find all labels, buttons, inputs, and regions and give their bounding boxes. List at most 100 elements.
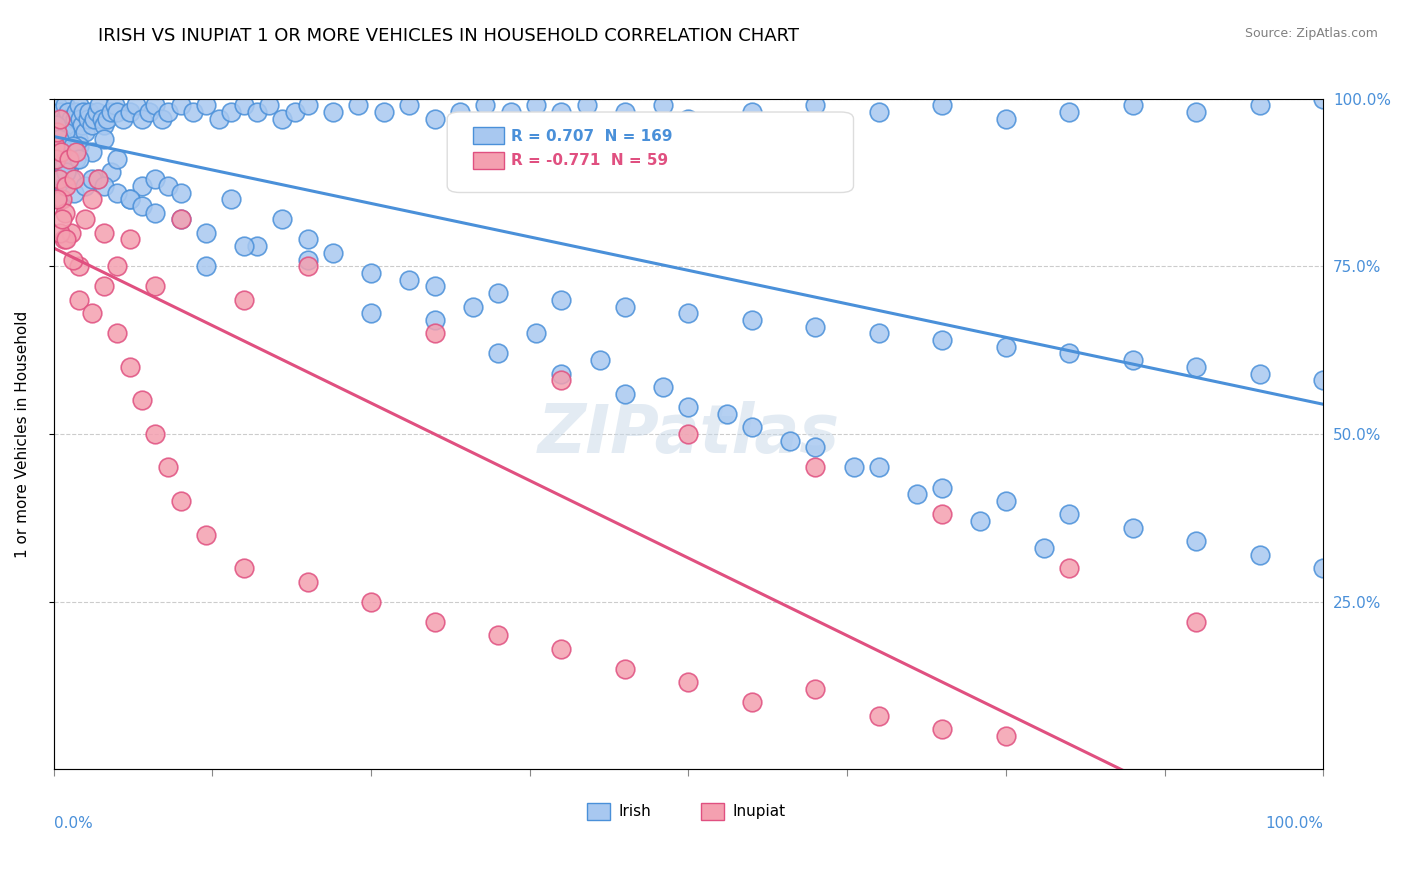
Point — [194, 226, 217, 240]
Point — [550, 367, 572, 381]
Point — [55, 178, 77, 193]
Point — [868, 326, 890, 341]
Point — [994, 340, 1017, 354]
Point — [65, 152, 87, 166]
Point — [52, 119, 75, 133]
Point — [46, 192, 69, 206]
Point — [55, 232, 77, 246]
Point — [931, 481, 953, 495]
Point — [474, 98, 496, 112]
Point — [48, 132, 70, 146]
Point — [45, 178, 67, 193]
Point — [80, 172, 103, 186]
Point — [194, 260, 217, 274]
Point — [613, 662, 636, 676]
Point — [52, 232, 75, 246]
Bar — [702, 803, 724, 820]
Point — [1185, 534, 1208, 549]
Point — [297, 98, 319, 112]
Point — [804, 98, 827, 112]
Text: Irish: Irish — [619, 804, 651, 819]
Point — [524, 326, 547, 341]
Point — [138, 105, 160, 120]
Text: 0.0%: 0.0% — [53, 816, 93, 831]
Point — [931, 98, 953, 112]
Text: ZIPatlas: ZIPatlas — [537, 401, 839, 467]
Point — [613, 300, 636, 314]
Point — [449, 105, 471, 120]
Point — [63, 172, 86, 186]
Point — [246, 105, 269, 120]
Point — [72, 105, 94, 120]
Point — [1312, 92, 1334, 106]
Point — [65, 105, 87, 120]
Point — [80, 192, 103, 206]
Bar — [472, 128, 505, 145]
Point — [347, 98, 370, 112]
Point — [1185, 359, 1208, 374]
Point — [284, 105, 307, 120]
Point — [60, 172, 83, 186]
Point — [868, 708, 890, 723]
Point — [678, 427, 700, 442]
Point — [208, 112, 231, 126]
Point — [131, 393, 153, 408]
Point — [1122, 521, 1144, 535]
Point — [51, 165, 73, 179]
Point — [70, 119, 93, 133]
Point — [741, 313, 763, 327]
Point — [105, 260, 128, 274]
Point — [550, 293, 572, 307]
Point — [46, 112, 69, 126]
Point — [93, 178, 115, 193]
Point — [75, 178, 97, 193]
Point — [49, 112, 72, 126]
Point — [156, 105, 179, 120]
Point — [905, 487, 928, 501]
Point — [423, 112, 446, 126]
Point — [67, 152, 90, 166]
Point — [51, 145, 73, 160]
Point — [716, 407, 738, 421]
Point — [52, 132, 75, 146]
Point — [931, 508, 953, 522]
Point — [75, 125, 97, 139]
Point — [67, 138, 90, 153]
Point — [118, 192, 141, 206]
Text: IRISH VS INUPIAT 1 OR MORE VEHICLES IN HOUSEHOLD CORRELATION CHART: IRISH VS INUPIAT 1 OR MORE VEHICLES IN H… — [98, 27, 800, 45]
Point — [486, 628, 509, 642]
Point — [49, 192, 72, 206]
Point — [613, 105, 636, 120]
Point — [67, 293, 90, 307]
Point — [51, 212, 73, 227]
Point — [322, 105, 344, 120]
Point — [322, 245, 344, 260]
Point — [461, 300, 484, 314]
Point — [60, 112, 83, 126]
Point — [67, 260, 90, 274]
Point — [86, 105, 108, 120]
Point — [246, 239, 269, 253]
Point — [779, 434, 801, 448]
Point — [423, 615, 446, 629]
Point — [994, 494, 1017, 508]
Point — [45, 119, 67, 133]
Point — [49, 226, 72, 240]
Point — [1249, 548, 1271, 562]
Point — [297, 232, 319, 246]
Point — [271, 112, 294, 126]
Point — [80, 119, 103, 133]
Text: 100.0%: 100.0% — [1265, 816, 1323, 831]
Point — [77, 112, 100, 126]
Point — [143, 427, 166, 442]
Point — [58, 119, 80, 133]
Point — [1185, 615, 1208, 629]
Point — [194, 98, 217, 112]
Point — [55, 165, 77, 179]
Text: R = 0.707  N = 169: R = 0.707 N = 169 — [510, 128, 672, 144]
Point — [46, 125, 69, 139]
Point — [143, 172, 166, 186]
Point — [131, 112, 153, 126]
Point — [100, 105, 122, 120]
Point — [62, 138, 84, 153]
